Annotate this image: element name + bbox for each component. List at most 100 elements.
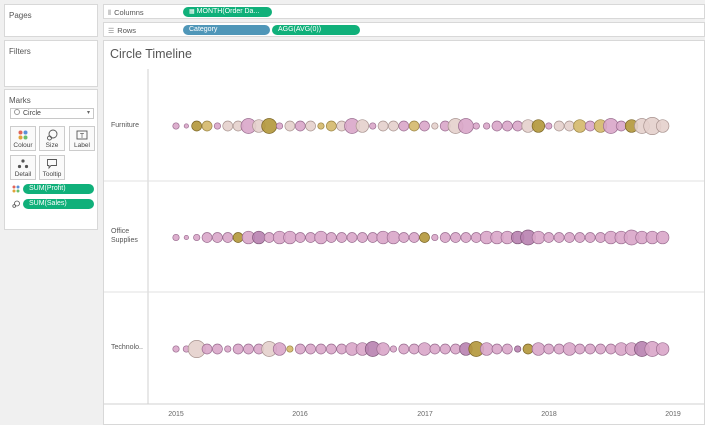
timeline-circle bbox=[376, 342, 390, 356]
colour-label: Colour bbox=[13, 142, 33, 149]
detail-button[interactable]: Detail bbox=[10, 155, 36, 180]
timeline-circle bbox=[655, 342, 670, 356]
timeline-circle bbox=[431, 122, 439, 130]
mark-type-dropdown[interactable]: Circle ▾ bbox=[10, 108, 94, 119]
timeline-circle bbox=[224, 345, 232, 353]
timeline-circle bbox=[275, 122, 284, 130]
timeline-circle bbox=[398, 343, 410, 355]
timeline-circle bbox=[191, 120, 203, 132]
tooltip-icon bbox=[47, 159, 57, 170]
timeline-circle bbox=[408, 120, 420, 132]
timeline-circle bbox=[389, 345, 397, 353]
left-panel: Pages Filters Marks Circle ▾ Colour Size bbox=[0, 0, 98, 425]
filters-title: Filters bbox=[9, 47, 31, 56]
size-icon bbox=[47, 129, 58, 141]
category-pill[interactable]: Category bbox=[183, 25, 270, 35]
timeline-circle bbox=[232, 232, 244, 243]
timeline-circle bbox=[212, 343, 223, 355]
timeline-circle bbox=[263, 232, 275, 243]
timeline-circle bbox=[564, 120, 575, 132]
timeline-circle bbox=[213, 122, 221, 130]
timeline-circle bbox=[172, 122, 180, 130]
viz-pane: Circle Timeline Furniture Office Supplies… bbox=[103, 40, 705, 425]
timeline-circle bbox=[305, 343, 316, 355]
row-label-office-supplies-line-1: Office bbox=[111, 228, 130, 235]
timeline-circle bbox=[172, 345, 180, 353]
sales-size-pill[interactable]: SUM(Sales) bbox=[23, 199, 94, 209]
marks-card: Marks Circle ▾ Colour Size T Label bbox=[4, 89, 98, 230]
row-label-technology: Technolo.. bbox=[111, 343, 143, 352]
month-order-date-pill[interactable]: ▦ MONTH(Order Da... bbox=[183, 7, 272, 17]
timeline-circle bbox=[562, 342, 577, 356]
timeline-circle bbox=[655, 119, 670, 133]
timeline-circle bbox=[531, 342, 546, 356]
colour-button[interactable]: Colour bbox=[10, 126, 36, 151]
timeline-circle bbox=[419, 232, 430, 243]
timeline-circle bbox=[545, 122, 553, 130]
timeline-circle bbox=[501, 343, 513, 355]
timeline-circle bbox=[605, 343, 617, 355]
marks-title: Marks bbox=[9, 96, 31, 105]
timeline-circle bbox=[483, 122, 491, 130]
profit-color-pill[interactable]: SUM(Profit) bbox=[23, 184, 94, 194]
rows-icon: ☰ bbox=[108, 28, 115, 35]
timeline-circle bbox=[417, 342, 432, 356]
timeline-circle bbox=[439, 343, 451, 355]
timeline-circle bbox=[431, 233, 439, 242]
chevron-down-icon: ▾ bbox=[86, 110, 90, 116]
x-tick-label: 2017 bbox=[417, 411, 433, 418]
date-icon: ▦ bbox=[189, 9, 195, 15]
timeline-circle bbox=[252, 230, 266, 245]
rows-shelf[interactable]: ☰ Rows Category AGG(AVG(0)) bbox=[103, 22, 705, 37]
timeline-circle bbox=[501, 120, 513, 132]
label-button[interactable]: T Label bbox=[69, 126, 95, 151]
timeline-circle bbox=[398, 120, 410, 132]
pages-pane[interactable]: Pages bbox=[4, 4, 98, 37]
filters-pane[interactable]: Filters bbox=[4, 40, 98, 87]
timeline-circle bbox=[472, 122, 480, 130]
x-tick-label: 2015 bbox=[168, 411, 184, 418]
agg-avg-pill[interactable]: AGG(AVG(0)) bbox=[272, 25, 360, 35]
timeline-circle bbox=[183, 234, 189, 241]
timeline-circle bbox=[336, 232, 348, 243]
columns-shelf-header: ⦀ Columns bbox=[108, 8, 144, 18]
timeline-circle bbox=[450, 343, 461, 355]
timeline-circle bbox=[325, 120, 337, 132]
colour-dots-icon bbox=[18, 130, 28, 140]
timeline-circle bbox=[564, 232, 575, 243]
timeline-circle bbox=[388, 120, 399, 132]
timeline-circle bbox=[201, 120, 213, 132]
timeline-circle bbox=[294, 232, 306, 243]
circle-icon bbox=[14, 109, 20, 116]
x-tick-label: 2016 bbox=[292, 411, 308, 418]
timeline-circle bbox=[615, 120, 627, 132]
size-button[interactable]: Size bbox=[39, 126, 65, 151]
row-label-technology-text: Technolo.. bbox=[111, 344, 143, 351]
timeline-circle bbox=[243, 343, 254, 355]
mark-type-value: Circle bbox=[23, 110, 41, 117]
timeline-circle bbox=[286, 345, 294, 353]
timeline-circle bbox=[222, 232, 234, 243]
detail-icon bbox=[17, 159, 29, 169]
row-label-office-supplies-line-2: Supplies bbox=[111, 237, 138, 244]
timeline-circle bbox=[294, 343, 306, 355]
label-icon: T bbox=[76, 130, 88, 140]
timeline-circle bbox=[408, 232, 420, 243]
x-tick-label: 2019 bbox=[665, 411, 681, 418]
timeline-circle bbox=[531, 230, 546, 245]
timeline-circle bbox=[305, 232, 316, 243]
timeline-circle bbox=[655, 230, 670, 245]
tooltip-button[interactable]: Tooltip bbox=[39, 155, 65, 180]
columns-shelf[interactable]: ⦀ Columns ▦ MONTH(Order Da... bbox=[103, 4, 705, 19]
columns-icon: ⦀ bbox=[108, 10, 112, 17]
rows-label: Rows bbox=[117, 26, 137, 35]
timeline-circle bbox=[522, 343, 534, 355]
timeline-circle bbox=[201, 232, 213, 243]
row-label-furniture: Furniture bbox=[111, 121, 139, 130]
timeline-circle bbox=[553, 120, 565, 132]
timeline-circle bbox=[212, 232, 223, 243]
timeline-circle bbox=[294, 120, 306, 132]
rows-shelf-header: ☰ Rows bbox=[108, 26, 136, 35]
timeline-circle bbox=[514, 345, 522, 353]
label-label: Label bbox=[74, 142, 90, 149]
